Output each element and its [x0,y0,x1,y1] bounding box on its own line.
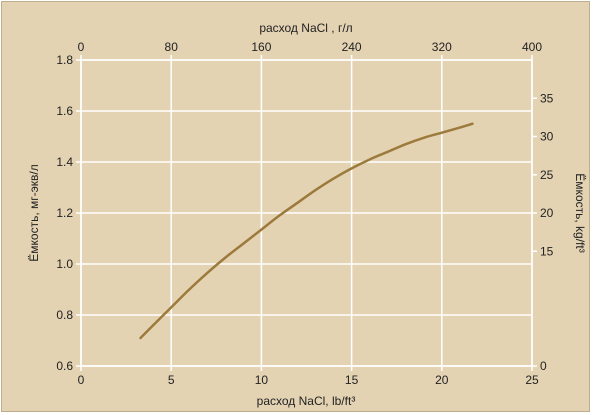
y-left-axis-title: Ёмкость, мг-экв/л [27,164,41,261]
x-top-tick-label: 320 [432,40,452,54]
top-axis-ticks: 0 80 160 240 320 400 [78,40,542,60]
x-bottom-tick-label: 25 [525,373,539,387]
x-top-tick-label: 80 [165,40,179,54]
x-top-tick-label: 240 [342,40,362,54]
x-bottom-tick-label: 10 [255,373,269,387]
y-left-tick-label: 1.4 [56,155,73,169]
y-right-axis-title: Ёмкость, kg/ft³ [573,173,587,252]
y-left-tick-label: 1.0 [56,257,73,271]
y-right-tick-label: 25 [540,168,554,182]
y-left-tick-label: 1.6 [56,104,73,118]
y-right-tick-label: 35 [540,91,554,105]
x-bottom-tick-label: 0 [78,373,85,387]
x-bottom-axis-title: расход NaCl, lb/ft³ [257,394,356,408]
x-bottom-tick-label: 5 [168,373,175,387]
y-right-tick-label: 0 [540,359,547,373]
series-line [139,122,474,340]
x-top-tick-label: 0 [78,40,85,54]
y-right-tick-label: 15 [540,244,554,258]
left-axis-ticks: 0.6 0.8 1.0 1.2 1.4 1.6 1.8 [56,53,81,373]
y-left-tick-label: 0.8 [56,308,73,322]
right-axis-ticks: 0 15 20 25 30 35 [532,91,554,373]
series-group [139,122,474,340]
y-right-tick-label: 20 [540,206,554,220]
x-top-tick-label: 160 [251,40,271,54]
bottom-axis-ticks: 0 5 10 15 20 25 [78,366,539,387]
y-left-tick-label: 0.6 [56,359,73,373]
x-bottom-tick-label: 20 [435,373,449,387]
y-right-tick-label: 30 [540,130,554,144]
x-top-tick-label: 400 [522,40,542,54]
grid [80,59,533,367]
y-left-tick-label: 1.8 [56,53,73,67]
x-top-axis-title: расход NaCl , г/л [259,21,352,35]
y-left-tick-label: 1.2 [56,206,73,220]
x-bottom-tick-label: 15 [345,373,359,387]
